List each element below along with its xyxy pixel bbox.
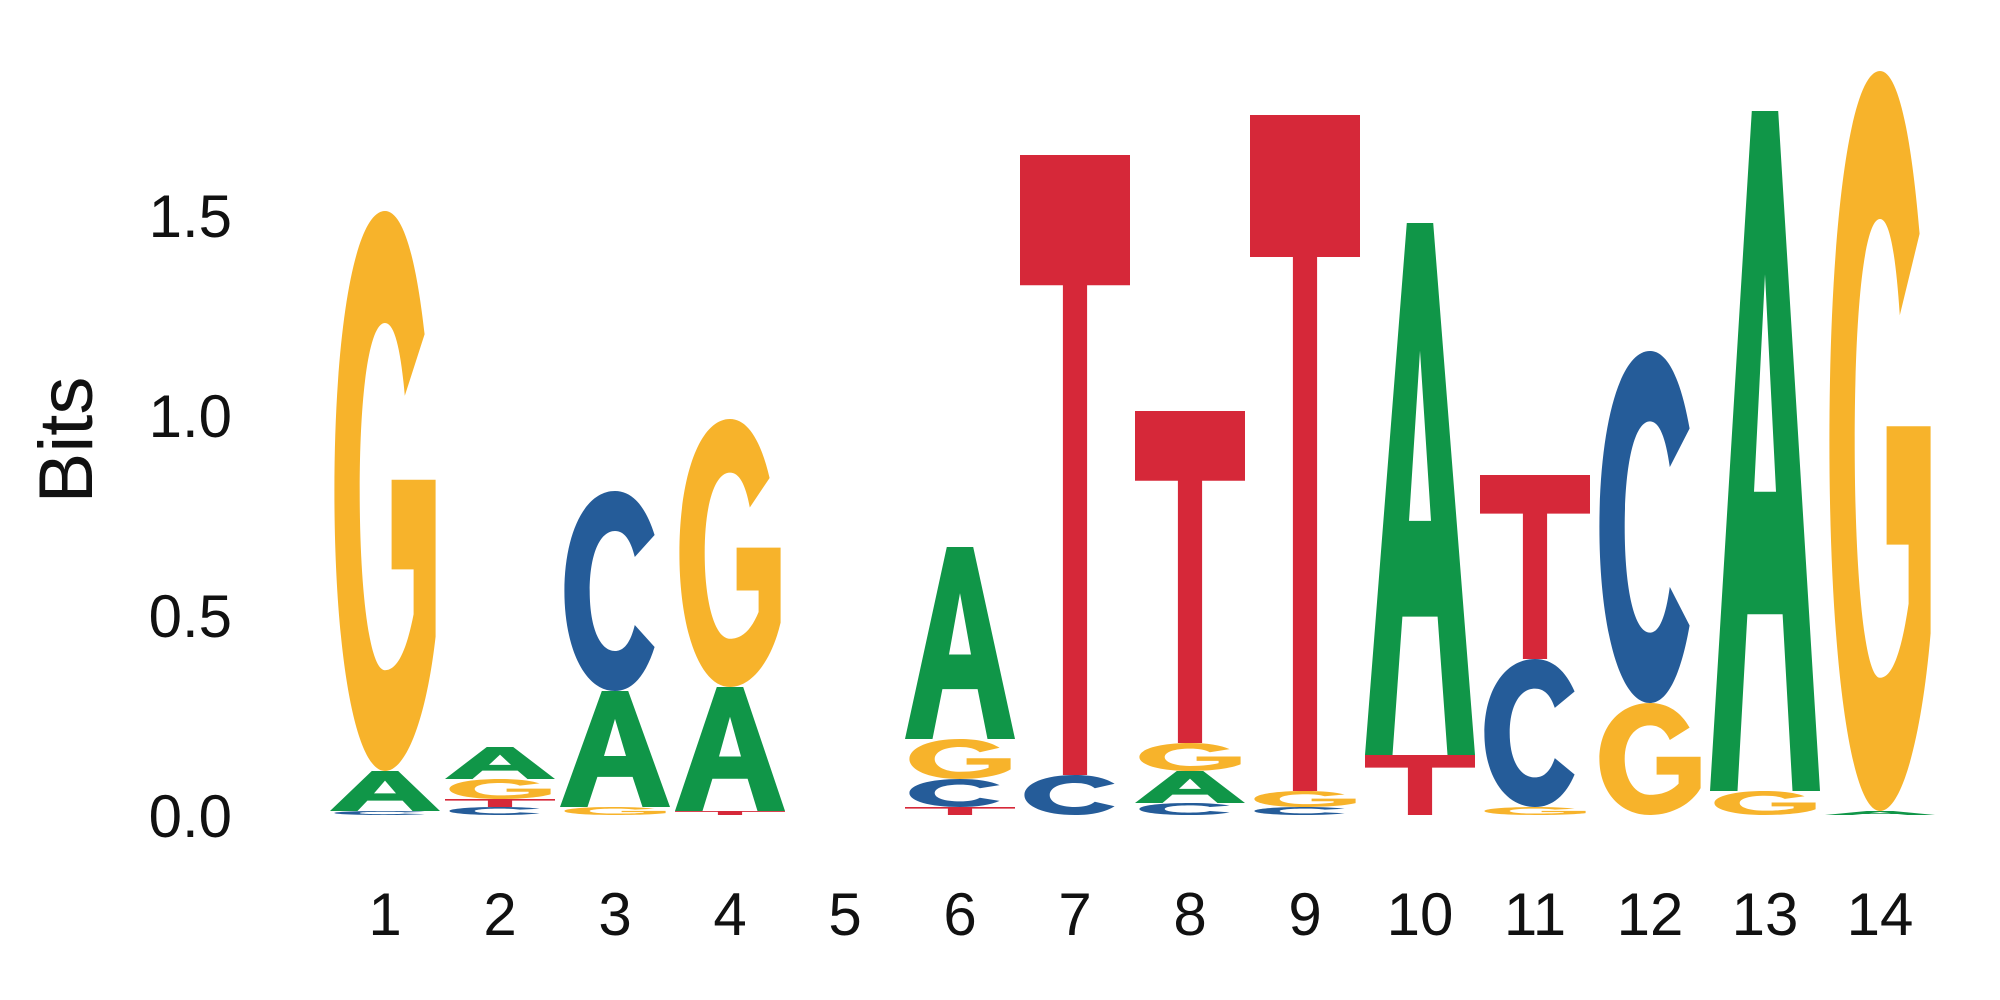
letter-g bbox=[1829, 71, 1931, 811]
letter-c bbox=[1484, 659, 1575, 807]
letter-a bbox=[560, 691, 670, 807]
position-label: 5 bbox=[828, 881, 861, 948]
letter-g bbox=[909, 739, 1011, 779]
letter-t bbox=[675, 811, 785, 815]
y-tick-label: 0.5 bbox=[149, 583, 232, 650]
letter-t bbox=[1365, 755, 1475, 815]
letter-c bbox=[334, 811, 425, 815]
y-tick-label: 1.0 bbox=[149, 383, 232, 450]
y-axis-title: Bits bbox=[24, 377, 109, 504]
letter-g bbox=[1139, 743, 1241, 771]
position-label: 2 bbox=[483, 881, 516, 948]
letter-a bbox=[905, 547, 1015, 739]
position-stack bbox=[1365, 223, 1475, 815]
position-label: 8 bbox=[1173, 881, 1206, 948]
letter-t bbox=[1480, 475, 1590, 659]
position-label: 1 bbox=[368, 881, 401, 948]
position-stack bbox=[1020, 155, 1130, 815]
position-stack bbox=[1480, 475, 1590, 815]
x-axis-position-labels: 1 2 3 4 5 6 7 8 9 10 11 12 13 14 bbox=[368, 881, 1913, 948]
letter-g bbox=[1714, 791, 1816, 815]
position-label: 7 bbox=[1058, 881, 1091, 948]
letter-c bbox=[564, 491, 655, 691]
position-label: 12 bbox=[1617, 881, 1684, 948]
position-label: 3 bbox=[598, 881, 631, 948]
position-stack bbox=[905, 547, 1015, 815]
letter-stacks bbox=[330, 71, 1935, 815]
letter-g bbox=[1599, 703, 1701, 815]
position-stack bbox=[330, 211, 440, 815]
letter-a bbox=[675, 687, 785, 811]
position-label: 14 bbox=[1847, 881, 1914, 948]
letter-g bbox=[564, 807, 666, 815]
letter-c bbox=[1024, 775, 1115, 815]
position-stack bbox=[1250, 115, 1360, 815]
letter-g bbox=[1484, 807, 1586, 815]
letter-a bbox=[1365, 223, 1475, 755]
letter-t bbox=[1135, 411, 1245, 743]
position-label: 11 bbox=[1504, 881, 1566, 948]
letter-c bbox=[449, 807, 540, 815]
position-stack bbox=[560, 491, 670, 815]
y-tick-label: 1.5 bbox=[149, 183, 232, 250]
letter-t bbox=[1020, 155, 1130, 775]
letter-t bbox=[905, 807, 1015, 815]
letter-c bbox=[1139, 803, 1230, 815]
position-label: 9 bbox=[1288, 881, 1321, 948]
letter-a bbox=[445, 747, 555, 779]
position-label: 13 bbox=[1732, 881, 1799, 948]
letter-g bbox=[1254, 791, 1356, 807]
position-stack bbox=[1825, 71, 1935, 815]
y-tick-label: 0.0 bbox=[149, 783, 232, 850]
position-label: 4 bbox=[713, 881, 746, 948]
letter-c bbox=[1599, 351, 1690, 703]
position-stack bbox=[445, 747, 555, 815]
letter-g bbox=[679, 419, 781, 687]
position-stack bbox=[1135, 411, 1245, 815]
letter-t bbox=[445, 799, 555, 807]
letter-c bbox=[909, 779, 1000, 807]
letter-t bbox=[1250, 115, 1360, 791]
position-label: 6 bbox=[943, 881, 976, 948]
letter-g bbox=[449, 779, 551, 799]
letter-a bbox=[1710, 111, 1820, 791]
letter-a bbox=[1825, 811, 1935, 815]
position-stack bbox=[1710, 111, 1820, 815]
letter-a bbox=[1135, 771, 1245, 803]
letter-a bbox=[330, 771, 440, 811]
y-axis-ticks: 0.0 0.5 1.0 1.5 bbox=[149, 183, 232, 850]
letter-g bbox=[334, 211, 436, 771]
letter-c bbox=[1254, 807, 1345, 815]
position-stack bbox=[675, 419, 785, 815]
position-stack bbox=[1599, 351, 1701, 815]
position-label: 10 bbox=[1387, 881, 1454, 948]
